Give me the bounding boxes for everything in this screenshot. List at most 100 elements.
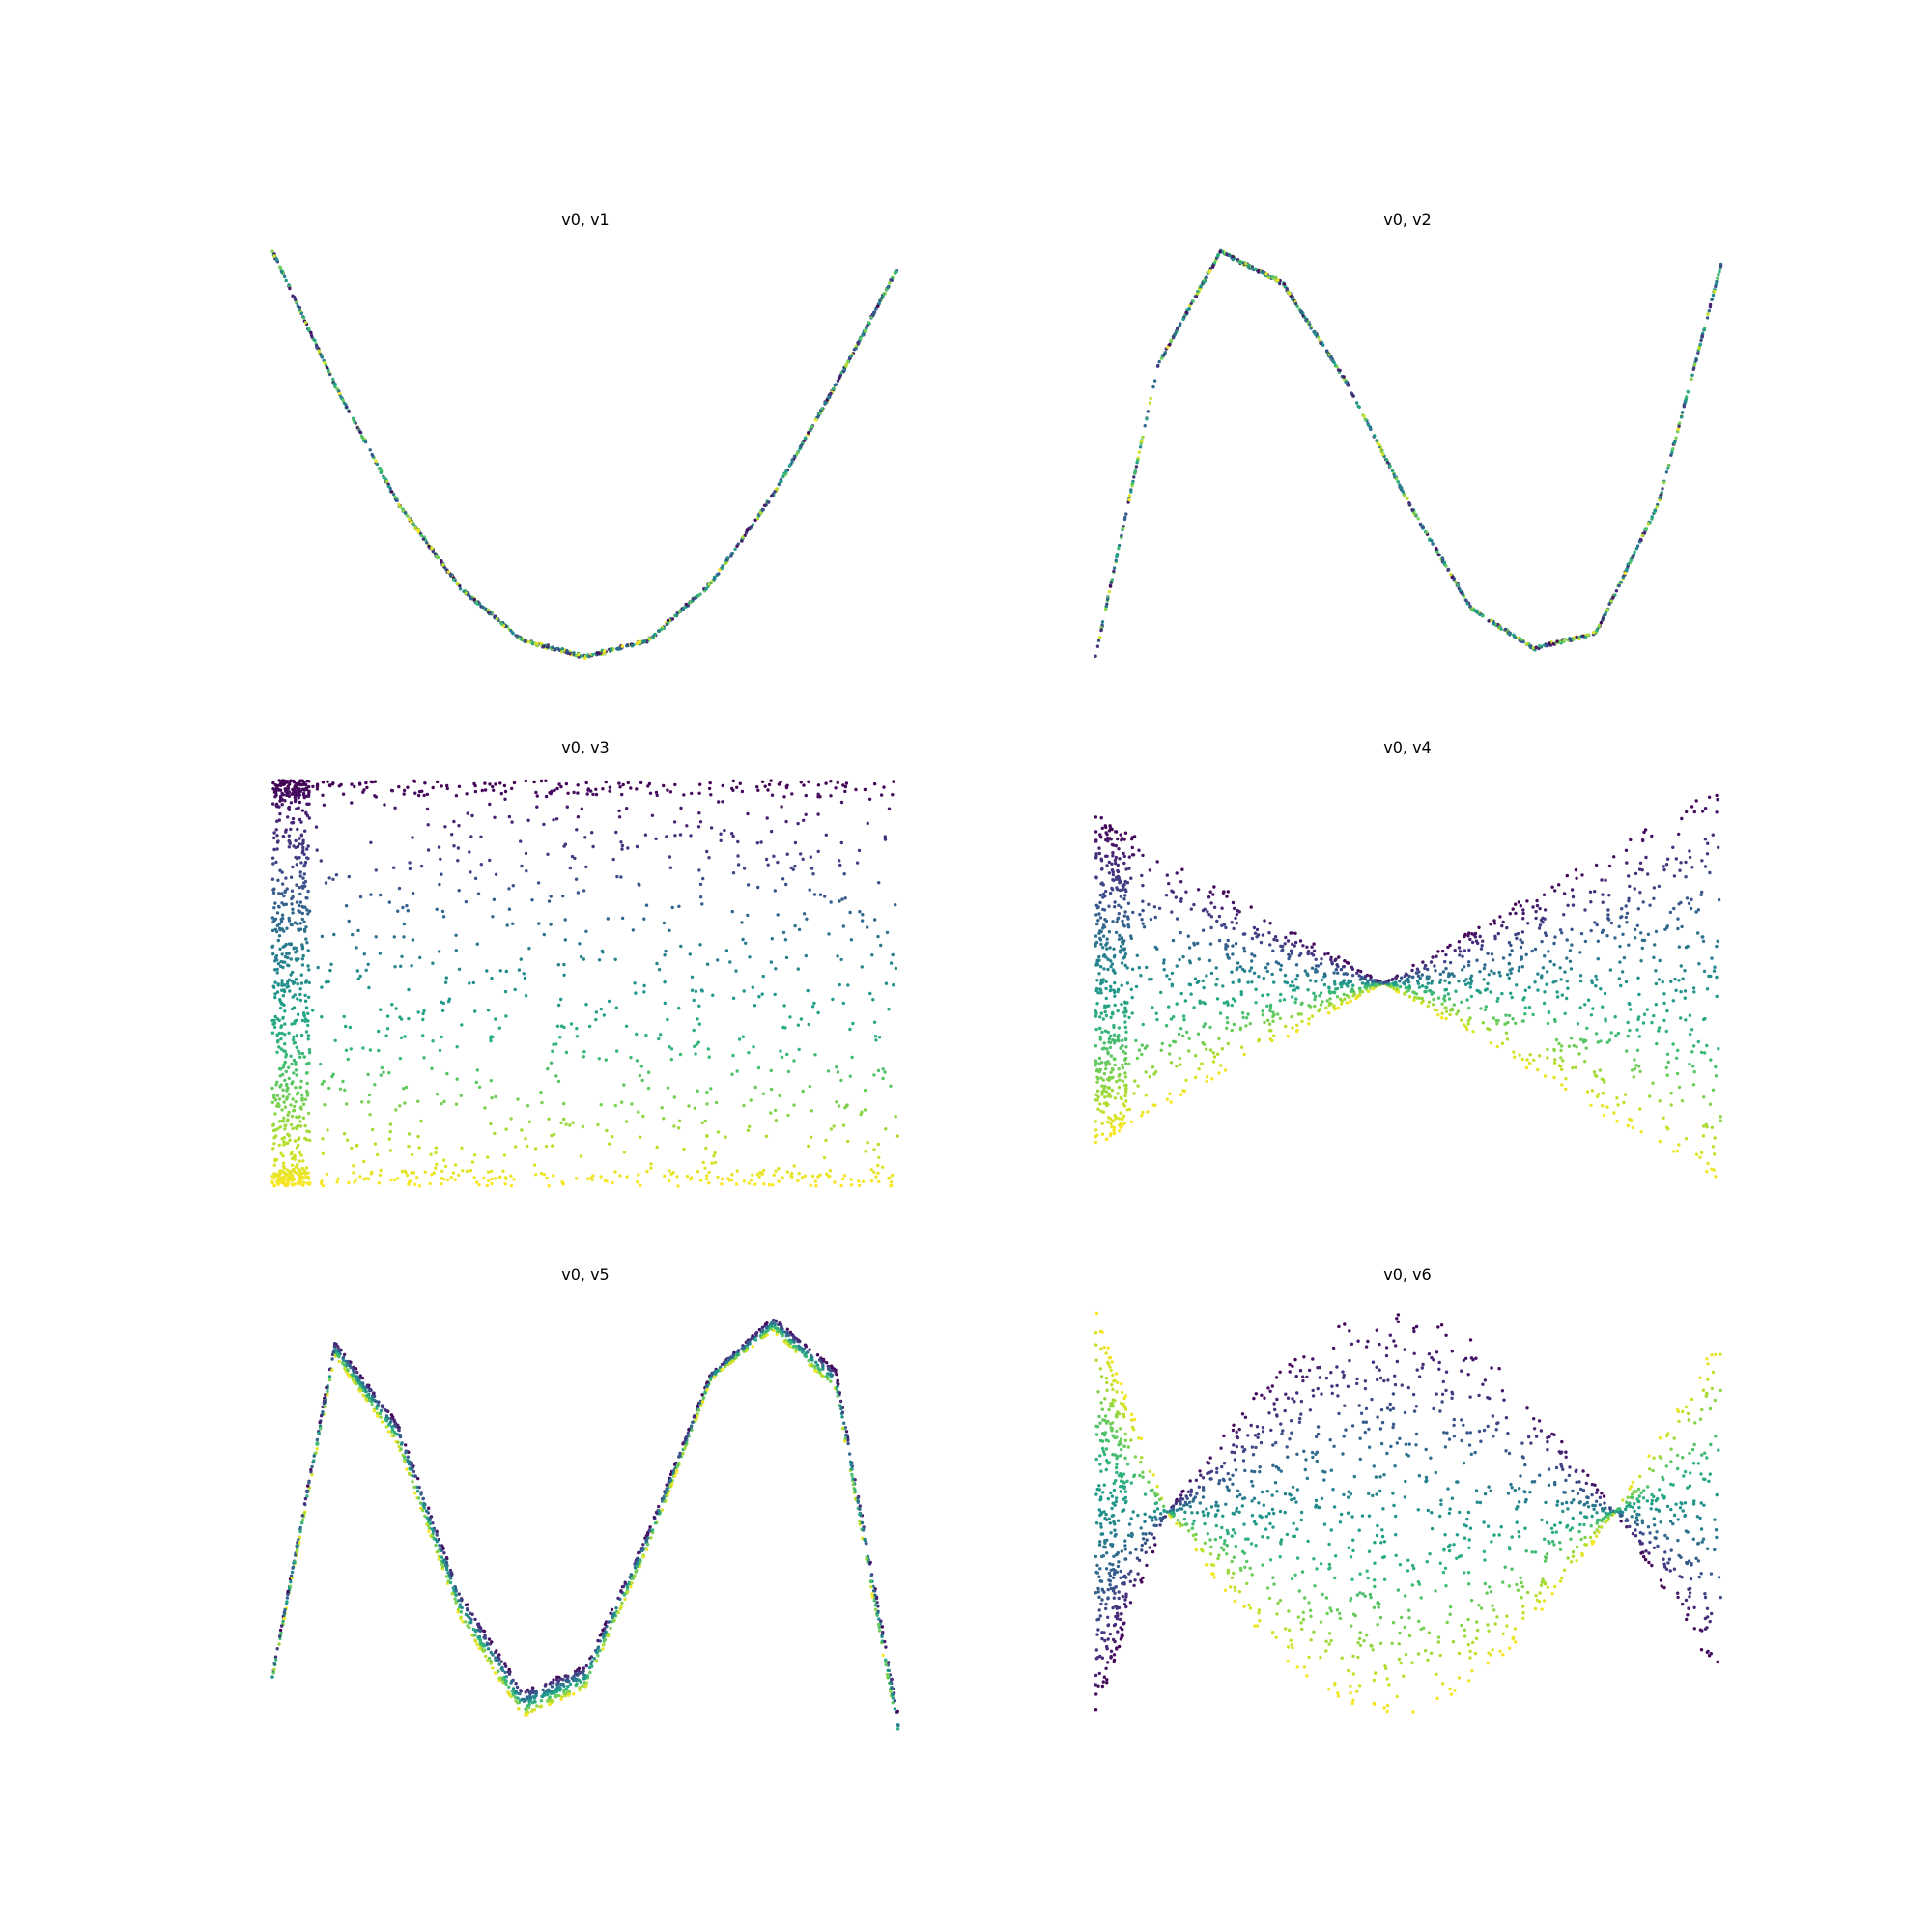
scatter-point [1309, 327, 1313, 330]
scatter-point [1179, 322, 1182, 326]
scatter-point [302, 1180, 306, 1185]
scatter-point [1116, 987, 1121, 991]
scatter-point [1565, 938, 1569, 942]
scatter-point [1608, 968, 1613, 972]
scatter-point [1099, 1109, 1103, 1114]
scatter-point [1521, 917, 1525, 921]
scatter-point [504, 1127, 508, 1131]
scatter-point [1127, 855, 1132, 859]
scatter-point [865, 326, 868, 329]
scatter-point [1468, 977, 1473, 980]
scatter-point [477, 1085, 482, 1090]
scatter-point [1250, 936, 1255, 941]
scatter-point [829, 900, 833, 904]
scatter-point [524, 994, 528, 998]
scatter-point [755, 841, 759, 845]
scatter-point [1553, 889, 1557, 893]
scatter-point [717, 800, 721, 804]
scatter-point [300, 917, 304, 922]
scatter-point [443, 980, 448, 984]
subplot-v0-v3: v0, v3 [270, 738, 899, 1188]
scatter-point [1654, 981, 1659, 986]
scatter-point [1308, 323, 1312, 327]
scatter-point [1263, 919, 1266, 923]
scatter-point [1629, 838, 1633, 842]
scatter-point [449, 1176, 453, 1179]
scatter-point [378, 952, 383, 955]
scatter-point [1261, 1009, 1264, 1013]
scatter-point [379, 1073, 383, 1077]
scatter-point [838, 863, 842, 867]
scatter-point [281, 1088, 285, 1092]
scatter-point [630, 644, 635, 648]
scatter-point [519, 638, 524, 641]
scatter-point [1351, 394, 1355, 398]
scatter-point [576, 815, 581, 819]
scatter-point [781, 930, 786, 935]
scatter-point [1711, 1145, 1716, 1149]
scatter-point [456, 859, 460, 863]
scatter-point [827, 932, 831, 936]
scatter-point [1570, 943, 1574, 947]
scatter-point [1677, 945, 1682, 949]
scatter-point [293, 1139, 298, 1143]
scatter-point [1094, 815, 1098, 819]
scatter-point [1469, 994, 1474, 999]
scatter-point [280, 913, 285, 917]
scatter-point [494, 1094, 497, 1099]
scatter-point [1467, 960, 1471, 964]
scatter-point [781, 474, 785, 479]
scatter-point [1107, 860, 1112, 865]
scatter-point [1330, 962, 1335, 966]
scatter-point [284, 789, 288, 793]
scatter-point [1674, 857, 1679, 861]
scatter-point [1103, 1029, 1108, 1033]
scatter-point [297, 903, 301, 908]
scatter-point [1283, 973, 1288, 978]
scatter-point [753, 1085, 757, 1090]
scatter-point [353, 420, 356, 424]
scatter-point [516, 634, 520, 638]
scatter-point [838, 982, 841, 987]
scatter-point [697, 868, 701, 872]
scatter-point [731, 788, 735, 792]
scatter-point [274, 788, 279, 792]
scatter-point [698, 882, 703, 887]
scatter-point [1694, 358, 1698, 362]
scatter-point [1606, 908, 1610, 912]
scatter-point [1692, 362, 1697, 367]
scatter-point [559, 784, 563, 789]
scatter-point [1653, 943, 1657, 947]
scatter-point [841, 924, 845, 928]
scatter-point [1272, 1013, 1276, 1017]
scatter-point [299, 834, 303, 838]
scatter-point [881, 1067, 885, 1071]
scatter-point [1114, 830, 1118, 834]
scatter-point [1342, 979, 1347, 982]
scatter-point [1268, 922, 1272, 925]
scatter-point [836, 781, 839, 784]
scatter-point [724, 949, 729, 952]
scatter-point [1525, 899, 1529, 903]
scatter-point [676, 1184, 680, 1188]
scatter-point [351, 416, 355, 420]
scatter-point [622, 1083, 626, 1087]
scatter-point [1225, 252, 1229, 257]
scatter-point [435, 780, 440, 784]
scatter-point [1168, 1043, 1172, 1048]
scatter-point [1629, 558, 1634, 562]
scatter-point [300, 911, 304, 916]
scatter-point [370, 1170, 374, 1175]
scatter-point [1703, 865, 1708, 868]
scatter-point [1486, 952, 1490, 955]
scatter-point [1180, 867, 1184, 871]
scatter-point [1151, 1103, 1156, 1107]
scatter-point [620, 916, 625, 921]
scatter-point [790, 460, 794, 464]
scatter-point [1509, 971, 1513, 975]
scatter-point [286, 1179, 291, 1183]
scatter-point [295, 900, 299, 904]
scatter-point [696, 1170, 700, 1174]
scatter-point [1530, 949, 1534, 953]
scatter-point [291, 816, 296, 821]
